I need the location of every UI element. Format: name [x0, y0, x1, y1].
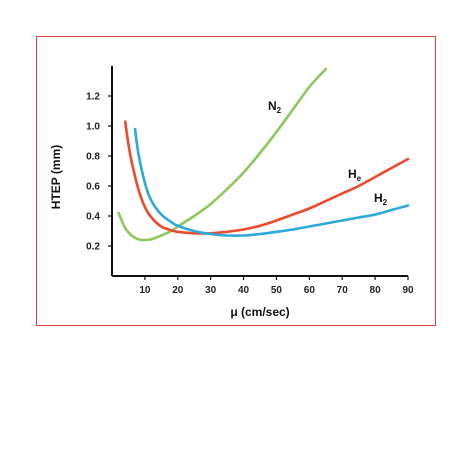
series-label-main: H [348, 167, 357, 181]
y-ticks: 0.2 0.4 0.6 0.8 1.0 1.2 [86, 92, 112, 253]
x-ticks: 10 20 30 40 50 60 70 80 90 [139, 276, 414, 296]
axes [111, 66, 408, 277]
y-tick-label: 1.2 [86, 92, 100, 103]
series-line-n2 [117, 67, 328, 242]
y-tick-label: 0.8 [86, 152, 100, 163]
x-tick-label: 50 [271, 285, 283, 296]
y-tick-label: 0.4 [86, 212, 100, 223]
series-label-sub: 2 [383, 198, 388, 207]
x-tick-label: 20 [172, 285, 184, 296]
series-label-h2: H2 [374, 191, 388, 207]
x-tick-label: 60 [304, 285, 316, 296]
y-tick-label: 0.6 [86, 182, 100, 193]
series-line-h2 [133, 127, 410, 238]
series-label-sub: e [357, 174, 362, 183]
series-label-sub: 2 [277, 106, 282, 115]
y-tick-label: 1.0 [86, 122, 100, 133]
x-tick-label: 30 [205, 285, 217, 296]
series-lines [117, 67, 410, 242]
y-tick-label: 0.2 [86, 242, 100, 253]
series-label-n2: N2 [268, 99, 282, 115]
series-label-main: N [268, 99, 277, 113]
y-axis-label: HTEP (mm) [49, 145, 63, 209]
x-tick-label: 10 [139, 285, 151, 296]
x-tick-label: 90 [402, 285, 414, 296]
series-line-he [123, 120, 410, 235]
x-tick-label: 80 [370, 285, 382, 296]
x-axis-label: μ (cm/sec) [230, 305, 289, 319]
x-tick-label: 40 [238, 285, 250, 296]
series-label-he: He [348, 167, 362, 183]
x-tick-label: 70 [337, 285, 349, 296]
series-label-main: H [374, 191, 383, 205]
